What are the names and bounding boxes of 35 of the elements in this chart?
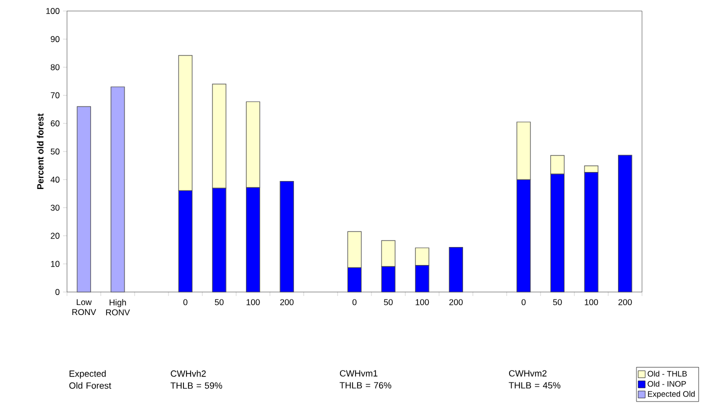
y-tick-label: 20	[50, 232, 60, 239]
y-tick-label: 40	[50, 176, 60, 183]
y-tick-label: 90	[50, 36, 60, 42]
bar	[76, 106, 91, 292]
x-tick-label: 0	[522, 299, 526, 306]
x-tick-label: 200	[449, 299, 463, 306]
bar	[448, 247, 464, 292]
text: CWHvh2 THLB = 59%	[170, 370, 222, 389]
text: CWHvm2 THLB = 45%	[508, 370, 560, 389]
y-tick-label: 50	[50, 148, 60, 154]
y-axis-title: Percent old forest	[36, 114, 44, 190]
y-tick-label: 80	[50, 64, 60, 70]
y-tick-label: 70	[50, 92, 60, 98]
x-tick-label: 100	[246, 299, 260, 306]
y-tick-label: 30	[50, 204, 60, 211]
y-tick-label: 0	[55, 289, 60, 295]
x-tick-label: 50	[214, 299, 224, 306]
x-tick-label: 0	[352, 299, 357, 306]
x-tick-label: 100	[584, 299, 598, 306]
x-tick-label: 200	[618, 299, 632, 306]
y-tick-label: 100	[46, 8, 60, 14]
x-tick-label: 200	[280, 299, 294, 306]
x-tick-label: 50	[384, 299, 393, 306]
x-tick-label: 50	[553, 299, 562, 306]
text: CWHvm1 THLB = 76%	[340, 370, 392, 389]
bar	[280, 180, 294, 292]
x-tick-label: 0	[183, 299, 188, 306]
bar	[618, 154, 632, 292]
x-tick-label: High RONV	[106, 299, 130, 316]
bar	[110, 86, 125, 292]
text: Expected Old Forest	[69, 370, 112, 389]
x-tick-label: Low RONV	[72, 299, 96, 316]
y-tick-label: 10	[51, 260, 60, 267]
y-tick-label: 60	[50, 120, 60, 126]
x-tick-label: 100	[416, 299, 429, 306]
